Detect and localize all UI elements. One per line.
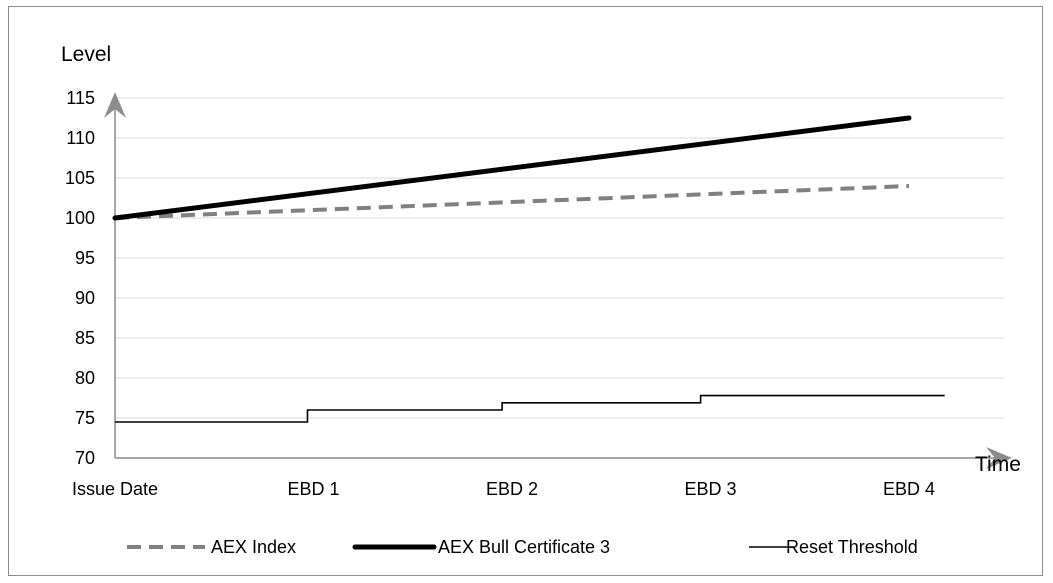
gridlines: [115, 97, 1004, 419]
x-tick-label: EBD 4: [883, 479, 935, 499]
legend-label: Reset Threshold: [786, 537, 918, 557]
x-tick-label: EBD 2: [486, 479, 538, 499]
x-tick-label: Issue Date: [72, 479, 158, 499]
legend: AEX Index AEX Bull Certificate 3 Reset Thr…: [127, 537, 918, 557]
y-tick-label: 90: [75, 288, 95, 308]
y-tick-label: 110: [66, 128, 95, 148]
legend-label: AEX Bull Certificate 3: [438, 537, 610, 557]
chart-frame: 70 75 80 85 90 95 100 105 110 115 Issue Date EBD 1…: [8, 6, 1043, 576]
y-tick-label: 75: [75, 408, 95, 428]
x-tick-label: EBD 1: [287, 479, 339, 499]
y-tick-label: 95: [75, 248, 95, 268]
x-axis-title: Time: [975, 453, 1021, 476]
line-chart: 70 75 80 85 90 95 100 105 110 115 Issue Date EBD 1…: [61, 43, 1021, 557]
y-tick-label: 105: [65, 168, 95, 188]
y-tick-label: 70: [75, 448, 95, 468]
y-tick-label: 85: [75, 328, 95, 348]
x-tick-label: EBD 3: [684, 479, 736, 499]
y-tick-label: 80: [75, 368, 95, 388]
y-axis-title: Level: [61, 43, 111, 66]
series-line-aex-bull-certificate-3: [112, 115, 912, 221]
series-lines: [112, 115, 945, 423]
x-axis-arrow: [986, 447, 1012, 469]
series-line-aex-index: [114, 184, 910, 220]
y-tick-label: 115: [66, 88, 95, 108]
y-tick-label: 100: [65, 208, 95, 228]
legend-label: AEX Index: [211, 537, 296, 557]
axes: [104, 92, 1012, 469]
x-tick-labels: Issue Date EBD 1 EBD 2 EBD 3 EBD 4: [72, 479, 935, 499]
y-tick-labels: 70 75 80 85 90 95 100 105 110 115: [65, 88, 95, 468]
series-line-reset-threshold: [115, 394, 945, 423]
y-axis-arrow: [104, 92, 126, 118]
